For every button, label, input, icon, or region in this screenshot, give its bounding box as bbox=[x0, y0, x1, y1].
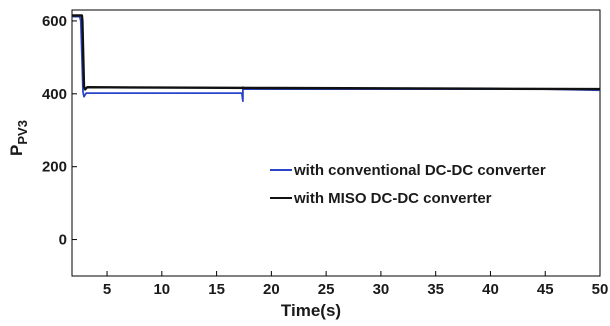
x-tick-label: 15 bbox=[208, 281, 225, 298]
x-tick-label: 10 bbox=[153, 281, 170, 298]
series-layer bbox=[72, 14, 601, 102]
x-axis-title: Time(s) bbox=[281, 301, 341, 320]
legend-item-miso: with MISO DC-DC converter bbox=[270, 190, 492, 207]
y-axis-label-subscript: PV3 bbox=[15, 120, 30, 145]
x-tick-label: 25 bbox=[318, 281, 335, 298]
x-tick-label: 50 bbox=[592, 281, 609, 298]
legend-label-miso: with MISO DC-DC converter bbox=[293, 190, 492, 207]
series-line-miso bbox=[72, 14, 601, 91]
x-tick-label: 5 bbox=[103, 281, 111, 298]
x-axis-label: Time(s) bbox=[281, 301, 341, 320]
y-tick-label: 0 bbox=[59, 232, 67, 249]
legend-label-conventional: with conventional DC-DC converter bbox=[293, 162, 546, 179]
plot-frame bbox=[71, 9, 601, 277]
y-axis-title: PPV3 bbox=[7, 120, 30, 156]
y-ticks: 0 200 400 600 bbox=[42, 13, 77, 249]
y-tick-label: 200 bbox=[42, 159, 67, 176]
y-axis-label-main: P bbox=[7, 145, 26, 156]
x-tick-label: 30 bbox=[373, 281, 390, 298]
x-tick-label: 35 bbox=[427, 281, 444, 298]
y-tick-label: 600 bbox=[42, 13, 67, 30]
y-axis-label: PPV3 bbox=[7, 120, 30, 156]
x-tick-label: 45 bbox=[537, 281, 554, 298]
plot-area bbox=[71, 9, 601, 277]
x-ticks: 5 10 15 20 25 30 35 40 45 50 bbox=[103, 271, 608, 298]
x-tick-label: 40 bbox=[482, 281, 499, 298]
x-tick-label: 20 bbox=[263, 281, 280, 298]
y-tick-label: 400 bbox=[42, 86, 67, 103]
legend-item-conventional: with conventional DC-DC converter bbox=[270, 162, 546, 179]
legend: with conventional DC-DC converter with M… bbox=[270, 162, 546, 207]
